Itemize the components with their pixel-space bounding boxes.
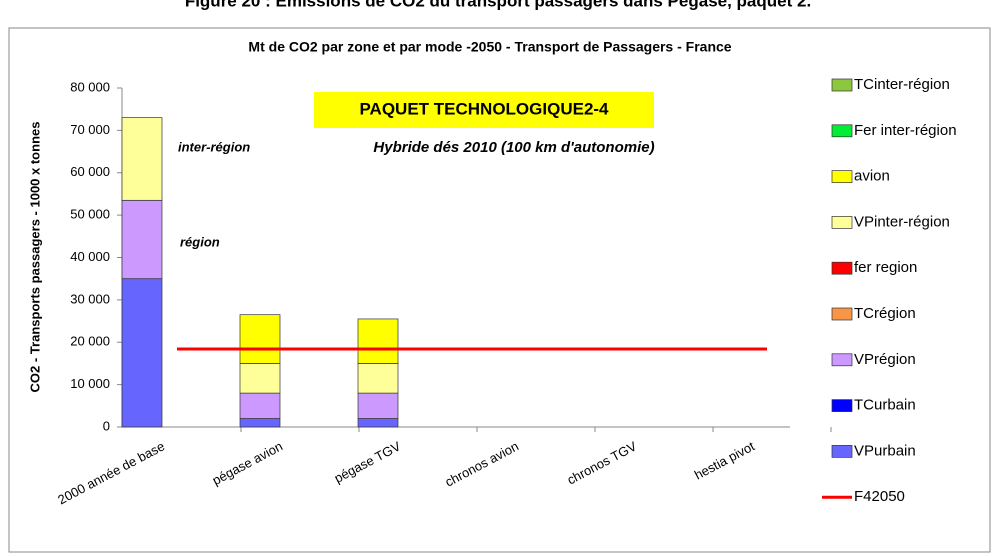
bar-segment xyxy=(239,392,281,419)
legend-swatch xyxy=(831,78,853,92)
annotation: PAQUET TECHNOLOGIQUE2-4 xyxy=(359,99,609,118)
legend-label: VPinter-région xyxy=(854,213,950,230)
legend-label: avion xyxy=(854,168,890,185)
bar-segment xyxy=(357,318,399,364)
y-tick-label: 10 000 xyxy=(70,376,110,391)
legend-label: fer region xyxy=(854,259,917,276)
y-tick-label: 50 000 xyxy=(70,207,110,222)
bar-segment xyxy=(121,199,163,280)
bar-segment xyxy=(121,278,163,428)
y-tick-label: 80 000 xyxy=(70,79,110,94)
bar-segment xyxy=(239,363,281,394)
legend-label: VPurbain xyxy=(854,442,916,459)
y-tick-label: 30 000 xyxy=(70,291,110,306)
y-axis-label: CO2 - Transports passagers - 1000 x tonn… xyxy=(27,122,42,393)
legend-label: TCinter-région xyxy=(854,76,950,93)
bar-segment xyxy=(239,314,281,364)
legend-swatch xyxy=(831,124,853,138)
bar-segment xyxy=(357,418,399,428)
bar-segment xyxy=(357,392,399,419)
legend-label: TCrégion xyxy=(854,305,916,322)
legend-swatch xyxy=(831,216,853,229)
annotation: inter-région xyxy=(178,139,250,154)
legend-swatch xyxy=(831,170,853,183)
legend-label: TCurbain xyxy=(854,397,916,414)
legend-swatch xyxy=(831,445,853,458)
page-title: Figure 20 : Emissions de CO2 du transpor… xyxy=(185,0,811,10)
annotation-box xyxy=(314,92,654,128)
y-tick-label: 60 000 xyxy=(70,164,110,179)
y-tick-label: 20 000 xyxy=(70,334,110,349)
legend-label: VPrégion xyxy=(854,351,916,368)
y-tick-label: 0 xyxy=(103,418,110,433)
chart-title: Mt de CO2 par zone et par mode -2050 - T… xyxy=(248,39,731,55)
bar-segment xyxy=(121,117,163,201)
legend-swatch xyxy=(831,307,853,321)
annotation: Hybride dés 2010 (100 km d'autonomie) xyxy=(373,139,654,156)
legend-label: Fer inter-région xyxy=(854,122,957,139)
bar-segment xyxy=(239,418,281,428)
bar-segment xyxy=(357,363,399,394)
legend-swatch xyxy=(831,399,853,412)
y-tick-label: 70 000 xyxy=(70,122,110,137)
legend-label: F42050 xyxy=(854,488,905,505)
legend-swatch xyxy=(831,261,853,275)
annotation: région xyxy=(180,234,220,249)
legend-swatch xyxy=(831,353,853,367)
y-tick-label: 40 000 xyxy=(70,249,110,264)
